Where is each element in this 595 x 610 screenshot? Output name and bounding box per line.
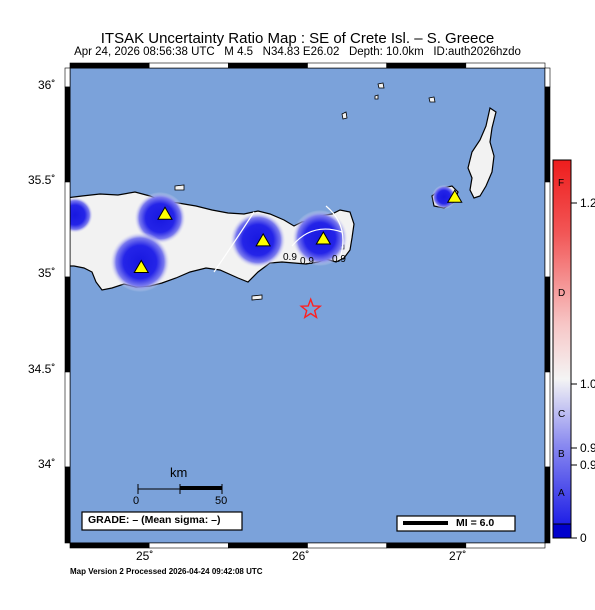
station-marker xyxy=(446,189,463,203)
scale-end: 50 xyxy=(215,495,228,507)
colorbar-grade: D xyxy=(558,288,566,299)
contour-label: 0.9 xyxy=(300,256,314,267)
station-marker xyxy=(255,232,272,247)
colorbar-grade: F xyxy=(558,178,565,189)
lat-label: 36˚ xyxy=(38,78,56,92)
colorbar-grade: B xyxy=(558,449,565,460)
contour-label: 0.9 xyxy=(332,254,346,265)
colorbar-value: 0 xyxy=(580,531,587,545)
scale-start: 0 xyxy=(133,495,140,507)
mi-legend-text: MI = 6.0 xyxy=(456,517,495,529)
colorbar-value: 1.2 xyxy=(580,196,595,210)
lon-label: 27˚ xyxy=(449,549,467,563)
colorbar xyxy=(552,159,577,539)
station-marker xyxy=(157,206,173,220)
lat-label: 35˚ xyxy=(38,266,56,280)
scale-bar xyxy=(137,484,223,494)
colorbar-grade: A xyxy=(558,488,565,499)
karpathos-island xyxy=(467,107,497,199)
colorbar-value: 0.9 xyxy=(580,458,595,472)
epicenter-marker xyxy=(299,297,323,320)
lat-label: 35.5˚ xyxy=(28,173,56,187)
epicenter-star xyxy=(299,297,323,320)
contour-label: 0.9 xyxy=(283,252,297,263)
colorbar-value: 1.0 xyxy=(580,377,595,391)
lat-label: 34˚ xyxy=(38,457,56,471)
scale-unit: km xyxy=(170,465,188,480)
grade-box-text: GRADE: – (Mean sigma: –) xyxy=(88,514,221,526)
map-frame xyxy=(64,62,551,549)
map-title: ITSAK Uncertainty Ratio Map : SE of Cret… xyxy=(100,30,495,47)
processing-footer: Map Version 2 Processed 2026-04-24 09:42… xyxy=(70,567,263,576)
lon-label: 25˚ xyxy=(136,549,154,563)
colorbar-grade: C xyxy=(558,409,566,420)
colorbar-value: 0.9 xyxy=(580,441,595,455)
map-subtitle: Apr 24, 2026 08:56:38 UTC M 4.5 N34.83 E… xyxy=(74,46,521,58)
station-marker xyxy=(315,231,332,245)
stations-layer xyxy=(133,189,463,273)
lon-label: 26˚ xyxy=(292,549,310,563)
station-marker xyxy=(133,259,150,273)
lat-label: 34.5˚ xyxy=(28,362,56,376)
